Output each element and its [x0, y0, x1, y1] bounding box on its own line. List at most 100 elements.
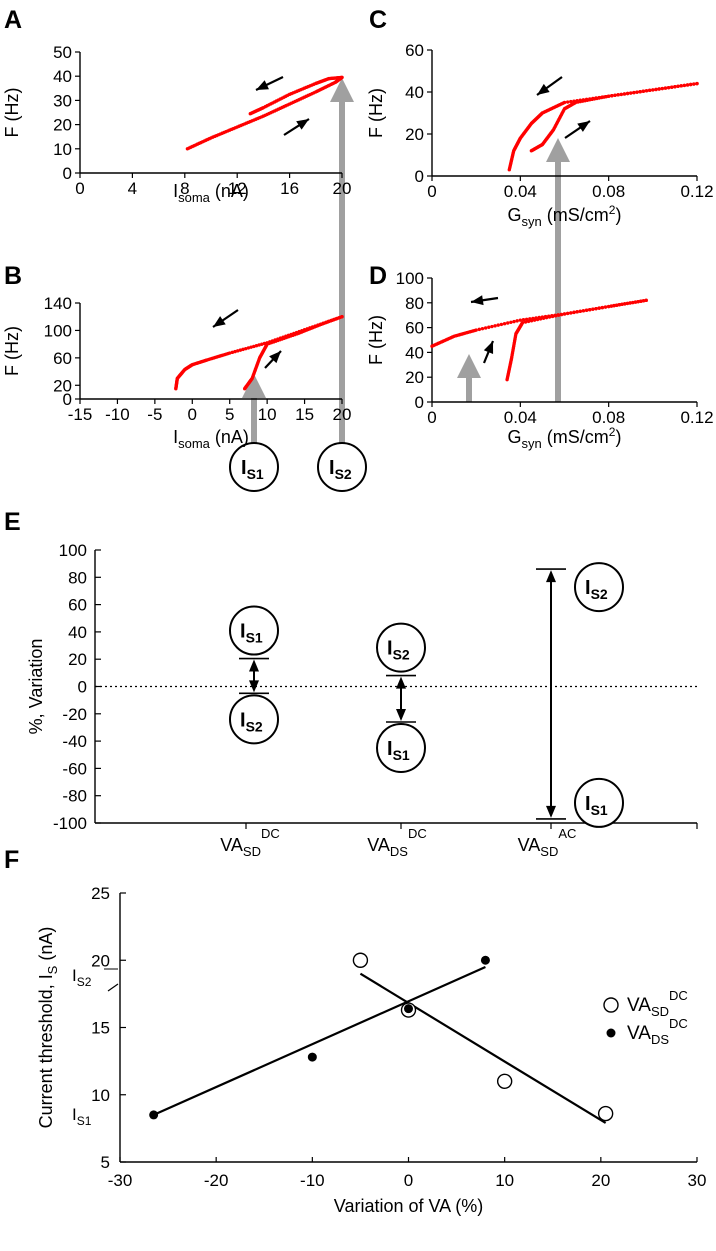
data-point [318, 322, 323, 326]
data-point [553, 313, 557, 317]
series-2 [174, 315, 344, 391]
data-point [565, 311, 570, 316]
circle-top: IS2 [376, 622, 426, 673]
x-tick-label: -10 [105, 405, 130, 424]
y-tick-label: 60 [405, 41, 424, 60]
data-point [276, 337, 280, 341]
x-tick-label: 0.04 [504, 182, 537, 201]
legend-marker [606, 1028, 616, 1038]
data-point [252, 344, 256, 349]
data-point [629, 91, 633, 95]
data-point [515, 319, 519, 323]
x-axis-label: Variation of VA (%) [334, 1196, 483, 1216]
range-bar-2: IS2 IS1 [376, 622, 426, 773]
y-tick-label: 20 [68, 650, 87, 669]
panel-label-d: D [369, 262, 387, 290]
x-tick-label: -20 [204, 1171, 229, 1190]
arrowhead-up [249, 659, 259, 672]
direction-arrow-2 [482, 340, 495, 364]
data-point [480, 955, 490, 965]
data-point [644, 89, 649, 93]
range-bar-3: IS2 IS1 [536, 562, 624, 828]
data-point [682, 83, 687, 88]
panel-label-b: B [4, 262, 22, 290]
data-point [597, 1105, 614, 1122]
data-point [584, 97, 589, 102]
y-tick-label: -80 [62, 787, 87, 806]
data-point [670, 85, 674, 89]
data-point [300, 328, 304, 333]
y-tick-label: 50 [53, 43, 72, 62]
data-point [588, 97, 592, 101]
circle-top: IS1 [229, 605, 279, 656]
x-tick-label: 8 [180, 179, 189, 198]
x-tick-label: 10 [258, 405, 277, 424]
data-point [581, 309, 586, 313]
data-point [297, 329, 301, 334]
data-point [606, 94, 611, 98]
x-tick-label: 15 [295, 405, 314, 424]
data-point [635, 90, 639, 94]
data-point [284, 334, 288, 338]
data-point [307, 1052, 317, 1062]
svg-text:IS2: IS2 [387, 638, 410, 663]
y-tick-label: 15 [91, 1019, 110, 1038]
arrowhead-up [396, 676, 406, 689]
y-tick-label: 0 [415, 393, 424, 412]
data-point [499, 322, 504, 327]
data-point [238, 348, 243, 352]
svg-text:IS1: IS1 [241, 457, 264, 482]
data-point [233, 349, 237, 354]
x-axis-label: Gsyn (mS/cm2) [508, 203, 622, 229]
y-tick-label: 20 [405, 125, 424, 144]
y-tick-label: 0 [415, 167, 424, 186]
data-point [244, 346, 248, 351]
y-tick-label: -20 [62, 705, 87, 724]
data-point [594, 306, 598, 311]
data-point [625, 301, 630, 306]
x-tick-label: 0.08 [592, 408, 625, 427]
x-tick-label: 10 [495, 1171, 514, 1190]
data-point [512, 319, 516, 324]
legend-label: VASDDC [627, 988, 688, 1019]
ref-pointer [107, 983, 119, 992]
x-tick-label: 0 [427, 408, 436, 427]
data-point [289, 332, 293, 337]
data-point [528, 317, 532, 321]
ref-label-s1: IS1 [72, 1105, 92, 1128]
y-axis-label: F (Hz) [2, 326, 22, 376]
data-point [565, 100, 570, 104]
panel-label-a: A [4, 6, 22, 34]
y-tick-label: 60 [68, 596, 87, 615]
data-point [628, 301, 632, 305]
is1-circle: IS1 [229, 442, 279, 492]
data-point [647, 88, 652, 93]
y-tick-label: 20 [53, 116, 72, 135]
data-point [660, 86, 664, 91]
data-point [302, 328, 307, 332]
data-point [531, 316, 535, 321]
y-axis-label: F (Hz) [366, 315, 386, 365]
data-point [617, 303, 622, 307]
category-label: VASDDC [220, 826, 280, 859]
data-point [612, 303, 616, 308]
data-point [622, 92, 627, 96]
x-tick-label: 20 [333, 179, 352, 198]
data-point [591, 307, 595, 311]
y-tick-label: 40 [68, 623, 87, 642]
data-point [581, 98, 586, 102]
panel-label-c: C [369, 6, 387, 34]
data-point [623, 302, 627, 306]
data-point [278, 336, 283, 340]
direction-arrow-1 [255, 76, 284, 91]
y-tick-label: 5 [101, 1153, 110, 1172]
data-point [633, 300, 638, 304]
direction-arrow-2 [564, 120, 591, 139]
data-point [673, 85, 677, 89]
data-point [321, 321, 325, 325]
data-point [556, 313, 560, 317]
data-point [616, 93, 620, 97]
ref-label-s2: IS2 [72, 966, 92, 989]
data-point [597, 95, 601, 100]
